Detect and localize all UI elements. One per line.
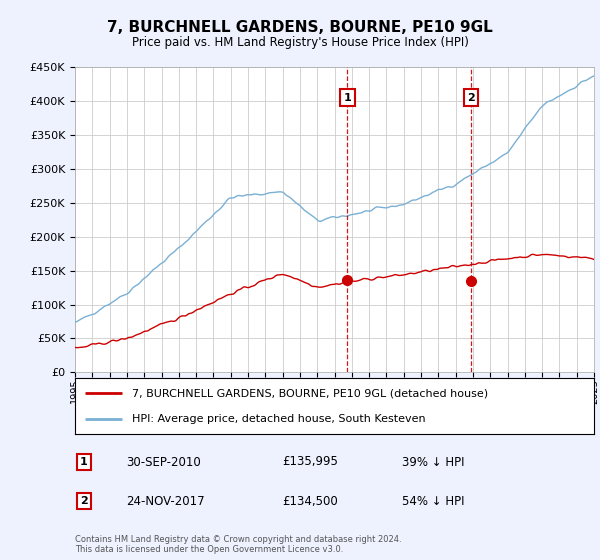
Text: 1: 1 — [344, 93, 352, 102]
Text: £134,500: £134,500 — [282, 494, 338, 508]
Text: 7, BURCHNELL GARDENS, BOURNE, PE10 9GL: 7, BURCHNELL GARDENS, BOURNE, PE10 9GL — [107, 20, 493, 35]
Text: Price paid vs. HM Land Registry's House Price Index (HPI): Price paid vs. HM Land Registry's House … — [131, 36, 469, 49]
Text: HPI: Average price, detached house, South Kesteven: HPI: Average price, detached house, Sout… — [132, 414, 426, 424]
Text: 54% ↓ HPI: 54% ↓ HPI — [402, 494, 464, 508]
Text: 2: 2 — [467, 93, 475, 102]
Text: 30-SEP-2010: 30-SEP-2010 — [126, 455, 201, 469]
Text: £135,995: £135,995 — [282, 455, 338, 469]
Text: 2: 2 — [80, 496, 88, 506]
Text: 24-NOV-2017: 24-NOV-2017 — [126, 494, 205, 508]
Text: 7, BURCHNELL GARDENS, BOURNE, PE10 9GL (detached house): 7, BURCHNELL GARDENS, BOURNE, PE10 9GL (… — [132, 388, 488, 398]
Text: Contains HM Land Registry data © Crown copyright and database right 2024.
This d: Contains HM Land Registry data © Crown c… — [75, 535, 401, 554]
Text: 1: 1 — [80, 457, 88, 467]
Text: 39% ↓ HPI: 39% ↓ HPI — [402, 455, 464, 469]
